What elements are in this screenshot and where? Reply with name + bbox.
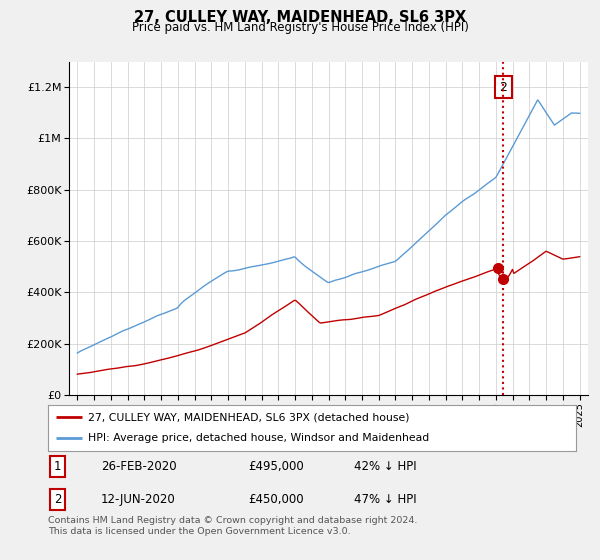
Text: 2: 2 <box>54 493 61 506</box>
Text: 42% ↓ HPI: 42% ↓ HPI <box>354 460 417 473</box>
Text: HPI: Average price, detached house, Windsor and Maidenhead: HPI: Average price, detached house, Wind… <box>88 433 429 444</box>
Text: 26-FEB-2020: 26-FEB-2020 <box>101 460 176 473</box>
Text: 12-JUN-2020: 12-JUN-2020 <box>101 493 176 506</box>
Text: 27, CULLEY WAY, MAIDENHEAD, SL6 3PX (detached house): 27, CULLEY WAY, MAIDENHEAD, SL6 3PX (det… <box>88 412 409 422</box>
Text: Contains HM Land Registry data © Crown copyright and database right 2024.
This d: Contains HM Land Registry data © Crown c… <box>48 516 418 536</box>
Text: 47% ↓ HPI: 47% ↓ HPI <box>354 493 417 506</box>
Text: £495,000: £495,000 <box>248 460 304 473</box>
Text: 27, CULLEY WAY, MAIDENHEAD, SL6 3PX: 27, CULLEY WAY, MAIDENHEAD, SL6 3PX <box>134 10 466 25</box>
Text: Price paid vs. HM Land Registry's House Price Index (HPI): Price paid vs. HM Land Registry's House … <box>131 21 469 34</box>
Text: 1: 1 <box>54 460 61 473</box>
Text: £450,000: £450,000 <box>248 493 304 506</box>
Text: 2: 2 <box>500 81 508 94</box>
